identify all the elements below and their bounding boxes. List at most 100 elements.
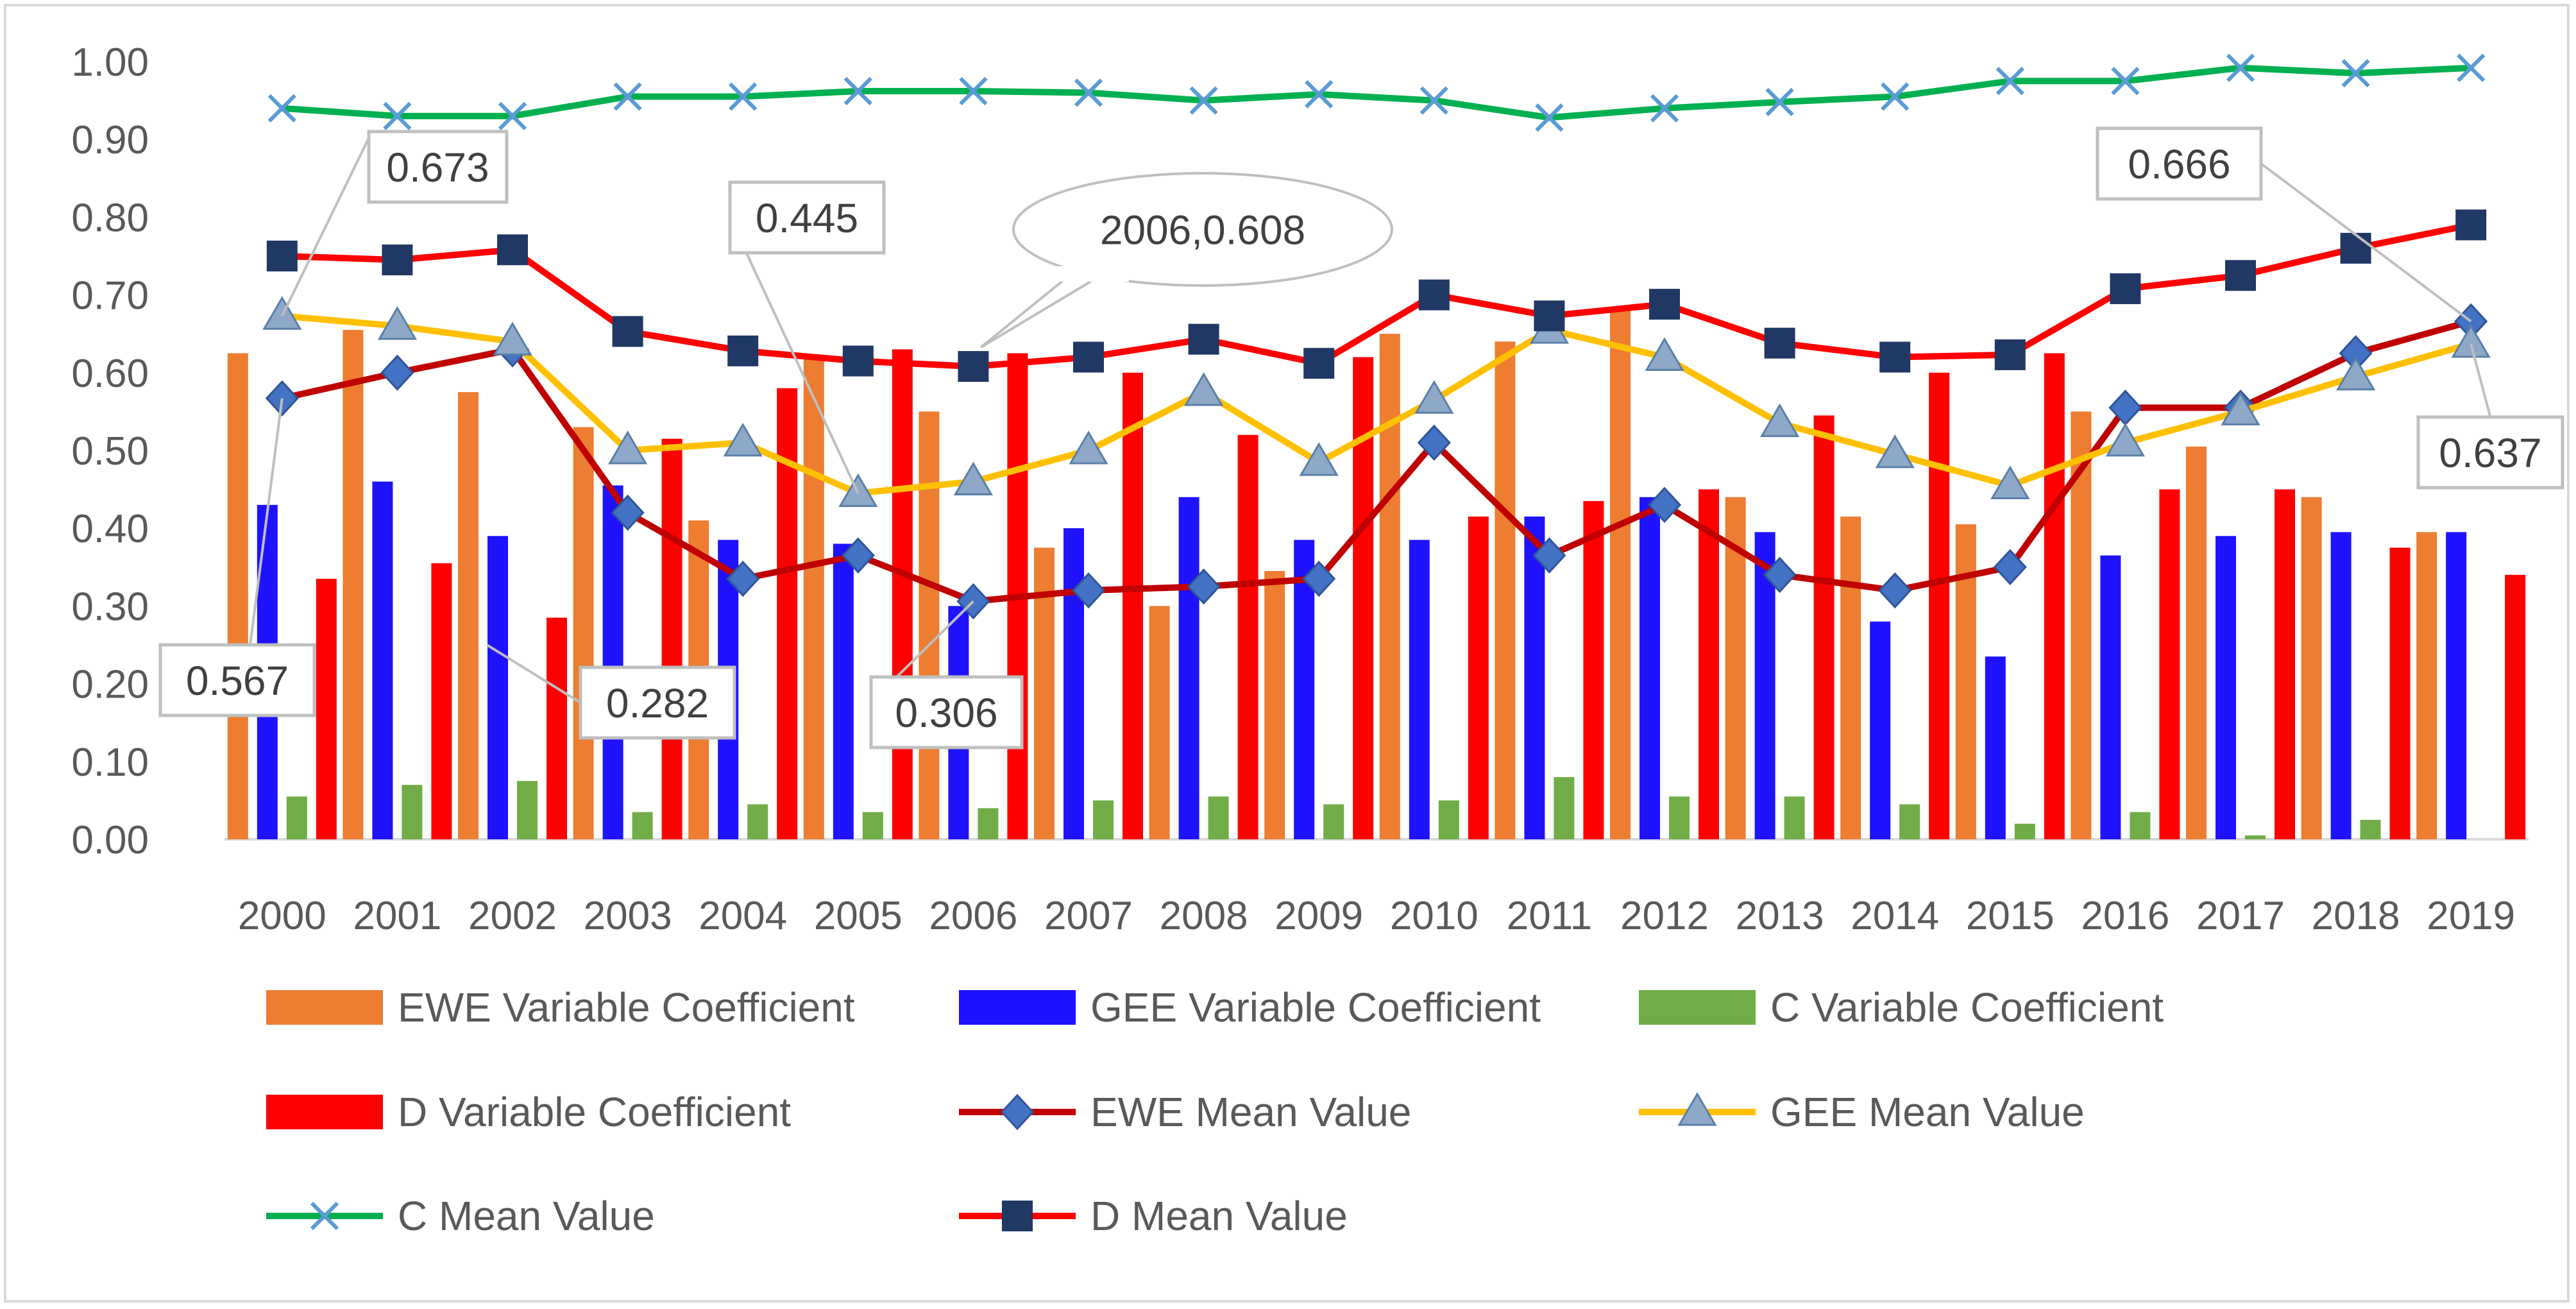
bar-c-variable-coefficient-2011 xyxy=(1554,777,1575,839)
marker-c-mean-value-2011 xyxy=(1535,103,1564,132)
callout-0-673-box xyxy=(367,130,509,204)
line-c-mean-value xyxy=(282,64,2471,121)
legend-d-mean-value-marker xyxy=(1002,1201,1033,1231)
callout-0-282-leader xyxy=(486,644,582,704)
bar-d-variable-coefficient-2018 xyxy=(2389,547,2411,839)
marker-d-mean-value-2011 xyxy=(1534,300,1565,332)
callout-0-666-label: 0.666 xyxy=(2128,141,2230,187)
x-tick-label: 2014 xyxy=(1851,894,1939,938)
x-tick-label: 2006 xyxy=(929,894,1017,938)
bar-d-variable-coefficient-2015 xyxy=(2044,353,2065,839)
x-tick-label: 2012 xyxy=(1620,894,1709,938)
marker-gee-mean-value-2008 xyxy=(1183,372,1224,406)
marker-c-mean-value-2000 xyxy=(267,94,296,123)
bar-c-variable-coefficient-2001 xyxy=(402,785,423,839)
x-tick-label: 2016 xyxy=(2081,894,2169,938)
legend-ewe-variable-coefficient-label: EWE Variable Coefficient xyxy=(398,984,855,1031)
bar-d-variable-coefficient-2009 xyxy=(1353,357,1374,839)
marker-ewe-mean-value-2009 xyxy=(1302,560,1336,597)
bar-d-variable-coefficient-2010 xyxy=(1468,517,1489,839)
bar-ewe-variable-coefficient-2000 xyxy=(227,353,248,839)
marker-gee-mean-value-2018 xyxy=(2335,356,2376,391)
bar-d-variable-coefficient-2011 xyxy=(1583,501,1604,839)
line-ewe-mean-value xyxy=(281,318,2472,605)
marker-gee-mean-value-2002 xyxy=(493,321,532,355)
y-tick-label: 0.00 xyxy=(71,818,149,862)
callout-0-666-box xyxy=(2096,126,2263,201)
y-tick-label: 1.00 xyxy=(71,40,149,85)
legend-d-variable-coefficient-label: D Variable Coefficient xyxy=(398,1089,791,1135)
callout-2006-0-608-label: 2006,0.608 xyxy=(1100,207,1305,253)
x-tick-label: 2017 xyxy=(2196,894,2285,938)
callout-0-445-label: 0.445 xyxy=(756,195,858,241)
marker-d-mean-value-2008 xyxy=(1188,323,1219,355)
bar-gee-variable-coefficient-2009 xyxy=(1294,540,1315,839)
bar-ewe-variable-coefficient-2009 xyxy=(1264,570,1285,839)
callout-0-673-label: 0.673 xyxy=(386,144,489,191)
callout-0-637-box xyxy=(2416,415,2564,490)
bar-d-variable-coefficient-2012 xyxy=(1699,489,1719,839)
bar-ewe-variable-coefficient-2001 xyxy=(343,330,364,839)
marker-gee-mean-value-2014 xyxy=(1875,434,1915,468)
legend-gee-mean-value-label: GEE Mean Value xyxy=(1770,1089,2085,1135)
marker-ewe-mean-value-2012 xyxy=(1647,486,1682,524)
marker-c-mean-value-2006 xyxy=(959,76,988,106)
mean-lines xyxy=(262,53,2491,620)
y-tick-label: 0.30 xyxy=(71,585,149,629)
x-tick-label: 2003 xyxy=(584,894,672,938)
marker-c-mean-value-2013 xyxy=(1765,87,1794,117)
bar-c-variable-coefficient-2002 xyxy=(517,781,538,839)
x-tick-label: 2002 xyxy=(468,894,557,938)
bar-c-variable-coefficient-2003 xyxy=(632,812,653,839)
marker-gee-mean-value-2019 xyxy=(2451,323,2491,358)
marker-d-mean-value-2010 xyxy=(1418,279,1450,311)
bar-gee-variable-coefficient-2017 xyxy=(2216,536,2236,839)
marker-c-mean-value-2008 xyxy=(1189,86,1218,115)
bar-c-variable-coefficient-2000 xyxy=(286,796,307,839)
bar-d-variable-coefficient-2008 xyxy=(1237,434,1258,839)
legend: EWE Variable Coefficient GEE Variable Coe… xyxy=(266,984,2164,1239)
x-tick-label: 2000 xyxy=(238,894,326,938)
bar-gee-variable-coefficient-2011 xyxy=(1524,517,1545,839)
y-tick-label: 0.50 xyxy=(71,429,149,474)
bar-c-variable-coefficient-2005 xyxy=(862,812,883,839)
callout-0-673-leader xyxy=(281,137,370,317)
marker-d-mean-value-2009 xyxy=(1303,348,1335,379)
marker-c-mean-value-2018 xyxy=(2341,59,2370,88)
bar-ewe-variable-coefficient-2018 xyxy=(2301,497,2322,839)
marker-d-mean-value-2013 xyxy=(1764,327,1795,359)
marker-gee-mean-value-2015 xyxy=(1990,465,2030,500)
bar-gee-variable-coefficient-2005 xyxy=(833,543,854,839)
marker-gee-mean-value-2009 xyxy=(1299,442,1339,476)
marker-d-mean-value-2002 xyxy=(497,234,528,266)
callout-0-445-box xyxy=(728,180,886,255)
x-tick-label: 2001 xyxy=(353,894,441,938)
bar-ewe-variable-coefficient-2002 xyxy=(458,392,479,839)
bar-gee-variable-coefficient-2008 xyxy=(1178,497,1199,839)
y-tick-label: 0.20 xyxy=(71,663,149,707)
x-tick-label: 2010 xyxy=(1390,894,1479,938)
callout-0-306-box xyxy=(869,675,1024,749)
line-gee-mean-value xyxy=(282,312,2472,497)
x-tick-label: 2008 xyxy=(1160,894,1248,938)
callouts: 0.673 0.567 0.282 0.445 0.306 2006,0.608 0.666… xyxy=(158,126,2564,749)
marker-gee-mean-value-2013 xyxy=(1759,403,1800,438)
callout-2006-0-608-mask xyxy=(1052,266,1129,282)
marker-ewe-mean-value-2007 xyxy=(1071,572,1106,609)
marker-ewe-mean-value-2008 xyxy=(1187,568,1221,605)
bar-d-variable-coefficient-2000 xyxy=(316,578,337,839)
callout-0-637-leader xyxy=(2470,343,2492,418)
marker-d-mean-value-2007 xyxy=(1073,341,1104,373)
marker-ewe-mean-value-2004 xyxy=(726,560,760,597)
y-tick-label: 0.90 xyxy=(71,118,149,162)
x-tick-label: 2018 xyxy=(2312,894,2400,938)
marker-gee-mean-value-2016 xyxy=(2105,422,2146,457)
callout-0-306-leader xyxy=(895,600,974,678)
marker-ewe-mean-value-2005 xyxy=(841,537,875,574)
marker-d-mean-value-2000 xyxy=(266,241,298,271)
bar-d-variable-coefficient-2005 xyxy=(892,349,913,839)
callout-0-567-leader xyxy=(249,398,284,646)
bar-d-variable-coefficient-2016 xyxy=(2159,489,2180,839)
legend-d-mean-value-label: D Mean Value xyxy=(1090,1193,1348,1239)
bar-d-variable-coefficient-2003 xyxy=(661,438,682,839)
